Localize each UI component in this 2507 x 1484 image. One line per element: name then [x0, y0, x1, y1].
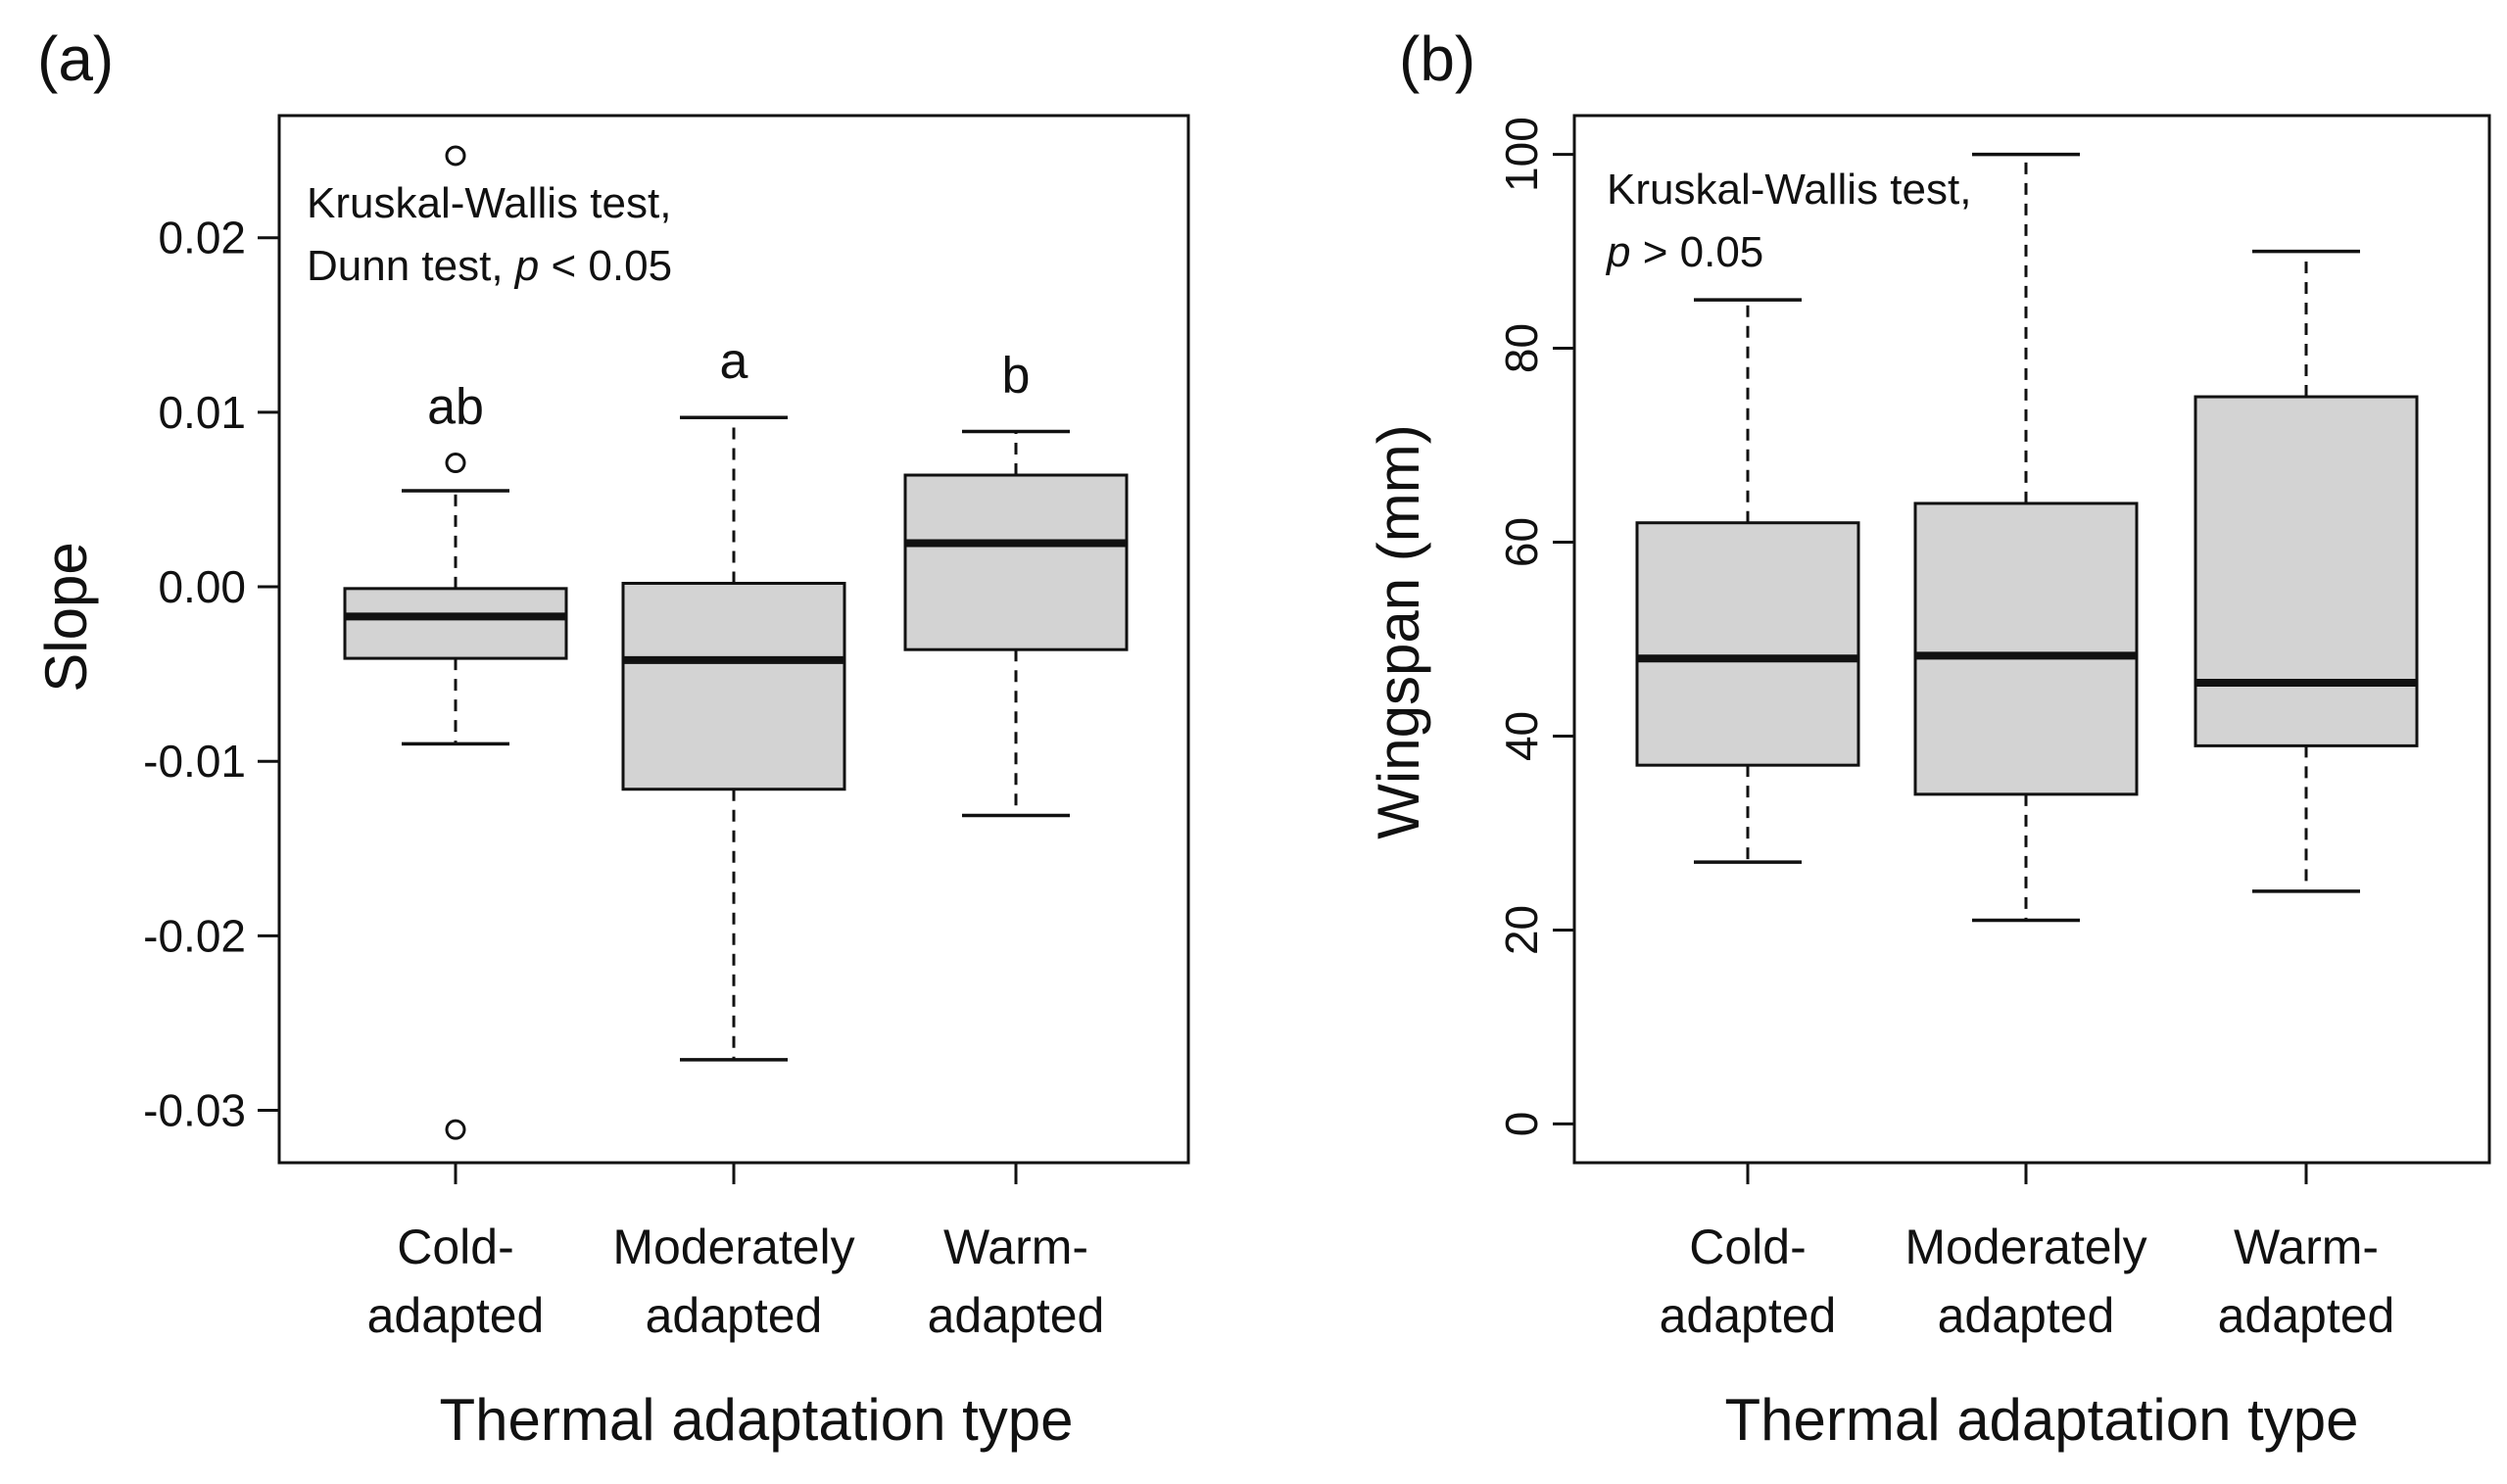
panel-a-label: (a)	[37, 24, 114, 94]
panel-b: (b) Wingspan (mm) Thermal adaptation typ…	[1366, 24, 2491, 1453]
panel-b-annotation-suffix: > 0.05	[1630, 228, 1763, 276]
panel-b-category-label-line2: adapted	[2218, 1288, 2395, 1343]
panel-b-category-label-line1: Warm-	[2234, 1220, 2379, 1274]
panel-a-test-annotation-line1: Kruskal-Wallis test,	[307, 179, 671, 227]
panel-b-y-tick-label: 100	[1496, 117, 1547, 192]
panel-b-test-annotation-line2: p > 0.05	[1605, 228, 1763, 276]
panel-a-group-letter: a	[720, 333, 748, 390]
panel-a-annotation-suffix: < 0.05	[539, 242, 672, 290]
panel-a-y-tick-label: 0.00	[158, 561, 246, 612]
panel-a-box	[343, 587, 568, 660]
panel-a-annotation-prefix: Dunn test,	[307, 242, 515, 290]
panel-b-category-label-line1: Moderately	[1904, 1220, 2146, 1274]
panel-a-x-axis-title: Thermal adaptation type	[439, 1387, 1073, 1453]
panel-a-group-letter: b	[1002, 347, 1031, 404]
panel-a-outlier-point	[445, 453, 466, 474]
panel-b-label: (b)	[1399, 24, 1475, 94]
panel-a-y-axis-title: Slope	[33, 542, 99, 692]
panel-a-box	[621, 581, 846, 791]
panel-b-y-tick-label: 80	[1496, 323, 1547, 373]
panel-a-y-tick-label: -0.03	[143, 1085, 246, 1136]
panel-b-category-label-line2: adapted	[1660, 1288, 1837, 1343]
panel-a-category-label-line2: adapted	[646, 1288, 823, 1343]
panel-b-category-label-line1: Cold-	[1689, 1220, 1806, 1274]
panel-b-y-tick-label: 20	[1496, 905, 1547, 955]
panel-a-plot: -0.03 -0.02 -0.01 0.00 0.01 0.02 Cold-adapted M…	[143, 114, 1190, 1343]
panel-b-plot-frame	[1572, 114, 2491, 1165]
panel-b-test-annotation-line1: Kruskal-Wallis test,	[1607, 166, 1971, 214]
panel-a-group-letter: ab	[427, 379, 484, 436]
panel-a-y-tick-label: -0.01	[143, 736, 246, 787]
panel-a: (a) Slope Thermal adaptation type Kruska…	[33, 24, 1190, 1453]
panel-a-y-tick-label: 0.01	[158, 387, 246, 438]
panel-b-annotation-p: p	[1605, 228, 1630, 276]
panel-a-category-label-line2: adapted	[928, 1288, 1105, 1343]
panel-b-box	[1913, 502, 2139, 796]
panel-a-box	[903, 473, 1129, 651]
panel-a-annotation-p: p	[513, 242, 539, 290]
panel-b-plot: 0 20 40 60 80 100 Cold-adapted Moderately adapte…	[1496, 114, 2491, 1343]
panel-a-outlier-point	[445, 1119, 466, 1140]
panel-b-category-label-line2: adapted	[1938, 1288, 2115, 1343]
panel-a-y-tick-label: -0.02	[143, 910, 246, 961]
panel-b-y-tick-label: 60	[1496, 517, 1547, 567]
panel-b-y-tick-label: 40	[1496, 711, 1547, 761]
panel-b-box	[2194, 395, 2419, 747]
panel-b-y-tick-label: 0	[1496, 1112, 1547, 1137]
panel-a-y-tick-label: 0.02	[158, 213, 246, 263]
panel-a-category-label-line1: Warm-	[943, 1220, 1088, 1274]
panel-a-outlier-point	[445, 145, 466, 167]
panel-b-y-axis-title: Wingspan (mm)	[1366, 424, 1431, 838]
panel-a-category-label-line2: adapted	[367, 1288, 545, 1343]
panel-a-category-label-line1: Moderately	[612, 1220, 854, 1274]
panel-b-box	[1635, 521, 1860, 767]
panel-a-test-annotation-line2: Dunn test, p < 0.05	[307, 242, 672, 290]
panel-a-category-label-line1: Cold-	[397, 1220, 513, 1274]
panel-b-x-axis-title: Thermal adaptation type	[1724, 1387, 2358, 1453]
